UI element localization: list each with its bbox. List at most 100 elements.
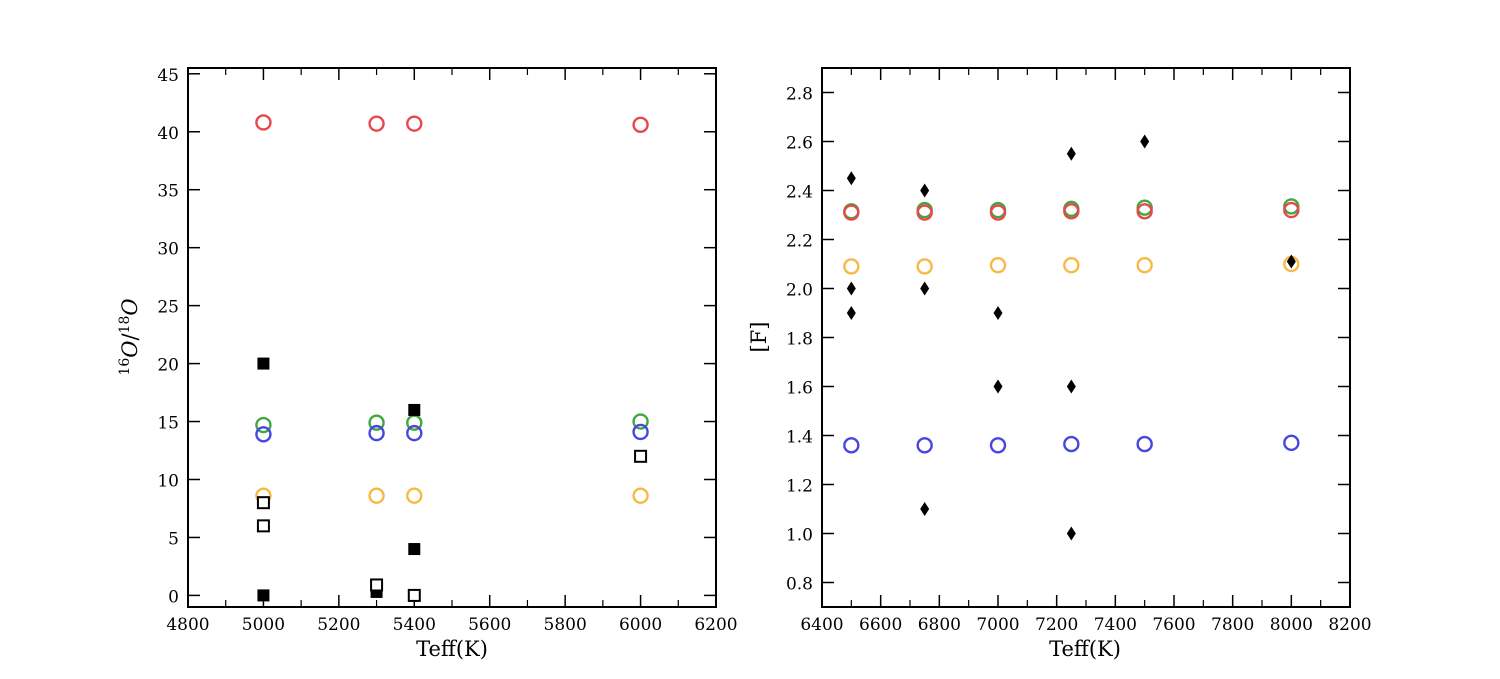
- left-y-tick-label: 40: [157, 124, 179, 144]
- right-ticks: 6400 6600 6800 7000 7200 7400 7600 7800 8000 8200…: [786, 68, 1372, 635]
- left-circle-point: [406, 424, 423, 442]
- right-y-tick-label: 2.2: [786, 232, 813, 252]
- left-circle-point: [368, 115, 385, 132]
- left-x-tick-label: 6000: [619, 615, 662, 635]
- left-x-tick-label: 5200: [317, 615, 360, 635]
- right-diamond-point: [1140, 134, 1150, 149]
- left-data-marks: [255, 114, 649, 602]
- right-y-tick-label: 2.0: [786, 281, 813, 301]
- left-circle-point: [406, 487, 423, 504]
- left-circle-point: [255, 426, 272, 443]
- right-y-tick-label: 2.4: [786, 183, 813, 203]
- left-y-label-o1: O: [118, 341, 142, 358]
- right-circle-point: [843, 437, 860, 454]
- right-x-tick-label: 7800: [1211, 615, 1254, 635]
- left-x-tick-label: 4800: [166, 615, 209, 635]
- left-open-square-point: [256, 519, 270, 533]
- right-panel: 6400 6600 6800 7000 7200 7400 7600 7800 8000 8200…: [747, 67, 1372, 661]
- left-y-axis-label: 16O/18O: [117, 298, 142, 375]
- right-diamond-point: [846, 281, 856, 296]
- right-x-tick-label: 8000: [1270, 615, 1313, 635]
- left-circle-point: [368, 487, 385, 504]
- right-diamond-point: [1066, 526, 1076, 541]
- right-x-tick-label: 6600: [859, 615, 902, 635]
- right-y-tick-label: 1.2: [786, 477, 813, 497]
- left-y-label-o2: O: [118, 298, 142, 315]
- right-diamond-point: [993, 379, 1003, 394]
- right-circle-point: [916, 204, 933, 221]
- left-x-tick-label: 5800: [544, 615, 587, 635]
- right-data-marks: [843, 134, 1300, 541]
- left-y-label-slash: /: [118, 333, 142, 341]
- right-circle-point: [916, 258, 933, 275]
- right-circle-point: [989, 204, 1007, 221]
- left-filled-square-point: [257, 589, 270, 602]
- right-x-tick-label: 7400: [1094, 615, 1137, 635]
- right-circle-point: [1136, 203, 1153, 220]
- left-x-axis-label: Teff(K): [416, 637, 488, 661]
- right-y-tick-label: 1.8: [786, 330, 813, 350]
- left-x-tick-label: 5000: [242, 615, 285, 635]
- left-y-tick-label: 15: [157, 414, 179, 434]
- left-circle-point: [368, 414, 385, 431]
- right-diamond-point: [920, 183, 930, 198]
- right-plot-frame: [821, 67, 1351, 608]
- left-circle-point: [255, 416, 272, 434]
- right-circle-point: [1136, 257, 1153, 274]
- right-diamond-point: [1066, 146, 1076, 161]
- left-circle-point: [632, 423, 649, 441]
- left-circle-point: [632, 413, 649, 430]
- left-y-tick-label: 5: [168, 529, 179, 549]
- right-y-tick-label: 0.8: [786, 575, 813, 595]
- left-circle-point: [368, 424, 385, 442]
- right-diamond-point: [846, 171, 856, 186]
- left-circle-point: [255, 114, 272, 131]
- right-x-tick-label: 7000: [976, 615, 1019, 635]
- right-circle-point: [843, 258, 860, 275]
- right-circle-point: [1283, 201, 1300, 219]
- right-circle-point: [1136, 435, 1153, 453]
- left-circle-point: [406, 115, 423, 132]
- right-x-tick-label: 6400: [800, 615, 843, 635]
- left-y-label-sup2: 18: [117, 316, 133, 334]
- right-circle-point: [916, 437, 933, 454]
- left-circle-point: [632, 487, 649, 504]
- left-y-tick-label: 25: [157, 298, 179, 318]
- left-panel: 4800 5000 5200 5400 5600 5800 6000 6200 0 5 10 15 20…: [117, 66, 738, 661]
- left-x-tick-label: 5600: [468, 615, 511, 635]
- right-diamond-point: [920, 281, 930, 296]
- right-circle-point: [843, 204, 860, 221]
- left-open-square-point: [256, 496, 270, 510]
- left-y-tick-label: 10: [157, 471, 179, 491]
- left-filled-square-point: [257, 357, 270, 370]
- right-x-tick-label: 7600: [1152, 615, 1195, 635]
- left-filled-square-point: [408, 403, 421, 416]
- right-diamond-point: [846, 306, 856, 320]
- right-circle-point: [1063, 203, 1080, 220]
- left-filled-square-point: [408, 543, 421, 556]
- left-ticks: 4800 5000 5200 5400 5600 5800 6000 6200 0 5 10 15 20…: [157, 66, 737, 635]
- right-diamond-point: [920, 502, 930, 516]
- left-open-square-point: [370, 578, 384, 592]
- right-y-tick-label: 2.6: [786, 134, 813, 154]
- right-circle-point: [1063, 257, 1080, 274]
- left-open-square-point: [634, 449, 648, 463]
- left-y-tick-label: 30: [157, 240, 179, 260]
- right-diamond-point: [993, 306, 1003, 320]
- right-circle-point: [989, 437, 1007, 454]
- left-x-tick-label: 5400: [393, 615, 436, 635]
- right-x-tick-label: 7200: [1035, 615, 1078, 635]
- left-x-tick-label: 6200: [694, 615, 737, 635]
- left-y-tick-label: 35: [157, 182, 179, 202]
- left-y-tick-label: 20: [157, 356, 179, 376]
- right-y-tick-label: 1.0: [786, 526, 813, 546]
- right-circle-point: [989, 257, 1007, 274]
- right-y-axis-label: [F]: [747, 322, 771, 353]
- left-y-tick-label: 45: [157, 66, 179, 86]
- right-x-tick-label: 6800: [918, 615, 961, 635]
- right-x-tick-label: 8200: [1328, 615, 1371, 635]
- left-y-tick-label: 0: [168, 587, 179, 607]
- right-y-tick-label: 1.4: [786, 428, 813, 448]
